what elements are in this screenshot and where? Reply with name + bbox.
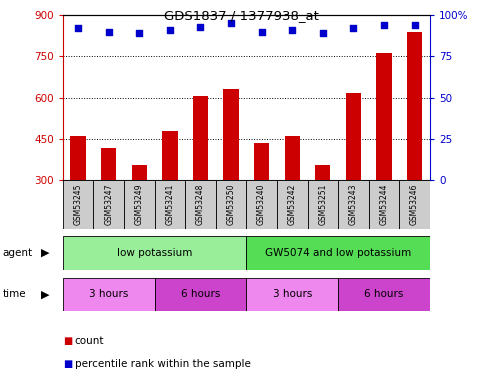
Text: GSM53241: GSM53241: [165, 184, 174, 225]
Text: percentile rank within the sample: percentile rank within the sample: [75, 359, 251, 369]
Bar: [399, 180, 430, 229]
Text: 6 hours: 6 hours: [364, 290, 404, 299]
Point: [135, 30, 143, 36]
Text: ▶: ▶: [41, 248, 50, 258]
Bar: [308, 180, 338, 229]
Text: GSM53240: GSM53240: [257, 184, 266, 225]
Bar: [131, 165, 147, 180]
Text: GSM53247: GSM53247: [104, 184, 113, 225]
Bar: [155, 180, 185, 229]
Text: GSM53242: GSM53242: [288, 184, 297, 225]
Bar: [338, 180, 369, 229]
Text: ▶: ▶: [41, 290, 50, 299]
Text: count: count: [75, 336, 104, 346]
Text: time: time: [2, 290, 26, 299]
Text: GSM53248: GSM53248: [196, 184, 205, 225]
Bar: [63, 278, 155, 311]
Point: [258, 28, 266, 34]
Text: ■: ■: [63, 359, 72, 369]
Bar: [124, 180, 155, 229]
Bar: [376, 54, 392, 180]
Bar: [155, 278, 246, 311]
Bar: [315, 165, 330, 180]
Bar: [407, 32, 422, 180]
Bar: [254, 143, 270, 180]
Point: [166, 27, 174, 33]
Text: 3 hours: 3 hours: [272, 290, 312, 299]
Text: GSM53249: GSM53249: [135, 184, 144, 225]
Point: [288, 27, 296, 33]
Point: [411, 22, 418, 28]
Bar: [277, 180, 308, 229]
Point: [105, 28, 113, 34]
Bar: [284, 136, 300, 180]
Text: agent: agent: [2, 248, 32, 258]
Text: GSM53244: GSM53244: [380, 184, 388, 225]
Bar: [223, 89, 239, 180]
Point: [319, 30, 327, 36]
Bar: [246, 236, 430, 270]
Bar: [338, 278, 430, 311]
Text: 3 hours: 3 hours: [89, 290, 128, 299]
Text: GSM53246: GSM53246: [410, 184, 419, 225]
Bar: [216, 180, 246, 229]
Bar: [193, 96, 208, 180]
Bar: [63, 236, 246, 270]
Bar: [185, 180, 216, 229]
Bar: [101, 148, 116, 180]
Bar: [93, 180, 124, 229]
Bar: [63, 180, 93, 229]
Text: GDS1837 / 1377938_at: GDS1837 / 1377938_at: [164, 9, 319, 22]
Bar: [369, 180, 399, 229]
Point: [197, 24, 204, 30]
Point: [380, 22, 388, 28]
Text: GW5074 and low potassium: GW5074 and low potassium: [265, 248, 411, 258]
Text: ■: ■: [63, 336, 72, 346]
Bar: [246, 278, 338, 311]
Point: [74, 25, 82, 31]
Text: GSM53245: GSM53245: [73, 184, 83, 225]
Bar: [346, 93, 361, 180]
Bar: [246, 180, 277, 229]
Text: GSM53251: GSM53251: [318, 184, 327, 225]
Point: [350, 25, 357, 31]
Text: low potassium: low potassium: [117, 248, 192, 258]
Text: GSM53250: GSM53250: [227, 184, 236, 225]
Point: [227, 20, 235, 26]
Bar: [71, 136, 86, 180]
Text: 6 hours: 6 hours: [181, 290, 220, 299]
Text: GSM53243: GSM53243: [349, 184, 358, 225]
Bar: [162, 130, 177, 180]
